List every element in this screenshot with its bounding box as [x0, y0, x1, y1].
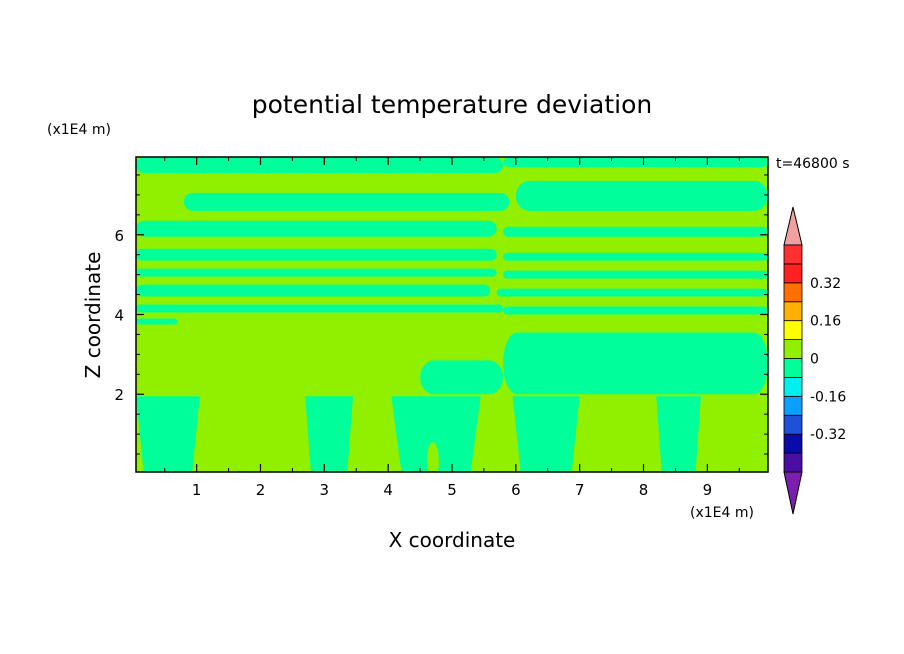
contour-band-5 [503, 226, 768, 237]
x-tick-label-3: 4 [383, 481, 393, 499]
colorbar-label-0: 0.32 [810, 276, 841, 292]
contour-band-11 [496, 288, 768, 297]
contour-band-12 [136, 304, 504, 313]
contour-band-2 [183, 192, 510, 211]
contour-bubble-5 [596, 452, 609, 472]
x-tick-label-4: 5 [447, 481, 457, 499]
contour-column-3 [512, 396, 580, 472]
y-tick-label-0: 2 [114, 386, 124, 404]
colorbar-segment-11 [783, 244, 803, 265]
x-tick-label-1: 2 [256, 481, 266, 499]
colorbar-segment-9 [783, 282, 803, 303]
contour-bubble-1 [232, 452, 245, 472]
y-unit-label: (x1E4 m) [47, 122, 111, 138]
x-tick-label-7: 8 [639, 481, 649, 499]
contour-bubble-6 [624, 454, 637, 472]
colorbar-label-3: -0.16 [810, 389, 846, 405]
contour-band-3 [515, 180, 768, 211]
x-axis-label: X coordinate [389, 528, 516, 552]
x-tick-label-5: 6 [511, 481, 521, 499]
colorbar-segment-2 [783, 414, 803, 435]
colorbar-segment-5 [783, 358, 803, 378]
contour-column-4 [656, 396, 701, 472]
colorbar-segment-8 [783, 301, 803, 322]
axis-ticks: 1 2 3 4 5 6 7 8 9 2 4 6 [114, 157, 768, 499]
contour-column-0 [136, 396, 200, 472]
colorbar-label-1: 0.16 [810, 314, 841, 330]
y-tick-label-2: 6 [114, 227, 124, 245]
contour-bubble-0 [197, 458, 210, 472]
contour-band-8 [136, 268, 497, 277]
contour-bubble-3 [292, 460, 305, 472]
contour-band-7 [503, 252, 768, 261]
contour-band-14 [136, 318, 178, 325]
contour-field [136, 157, 768, 472]
contour-band-0 [136, 157, 504, 173]
colorbar-segment-7 [783, 320, 803, 340]
colorbar-segment-1 [783, 433, 803, 454]
colorbar-segment-3 [783, 395, 803, 416]
x-tick-label-6: 7 [575, 481, 585, 499]
contour-band-9 [503, 270, 768, 279]
x-tick-label-8: 9 [703, 481, 713, 499]
colorbar-label-2: 0 [810, 352, 819, 368]
contour-bubble-7 [640, 458, 653, 472]
y-axis-label: Z coordinate [81, 252, 105, 379]
time-label: t=46800 s [776, 156, 850, 172]
contour-band-4 [136, 220, 497, 237]
contour-column-2 [391, 396, 481, 472]
contour-band-6 [136, 248, 497, 261]
colorbar-label-4: -0.32 [810, 427, 846, 443]
colorbar-segment-4 [783, 377, 803, 397]
colorbar-segment-10 [783, 263, 803, 284]
colorbar-segment-6 [783, 339, 803, 359]
colorbar-min-triangle [783, 471, 803, 515]
contour-bubble-2 [270, 450, 283, 472]
contour-band-1 [503, 157, 768, 167]
colorbar: 0.32 0.16 0 -0.16 -0.32 [783, 206, 846, 515]
y-tick-label-1: 4 [114, 307, 124, 325]
contour-band-13 [503, 306, 768, 315]
contour-band-10 [136, 284, 491, 297]
x-tick-label-0: 1 [192, 481, 202, 499]
x-unit-label: (x1E4 m) [690, 505, 754, 521]
colorbar-segment-0 [783, 452, 803, 473]
contour-bubble-4 [426, 442, 439, 472]
chart-title: potential temperature deviation [252, 90, 652, 119]
contour-band-15 [503, 332, 768, 395]
x-tick-label-2: 3 [320, 481, 330, 499]
contour-band-16 [420, 360, 504, 395]
colorbar-max-triangle [783, 206, 803, 246]
contour-column-1 [305, 396, 354, 472]
